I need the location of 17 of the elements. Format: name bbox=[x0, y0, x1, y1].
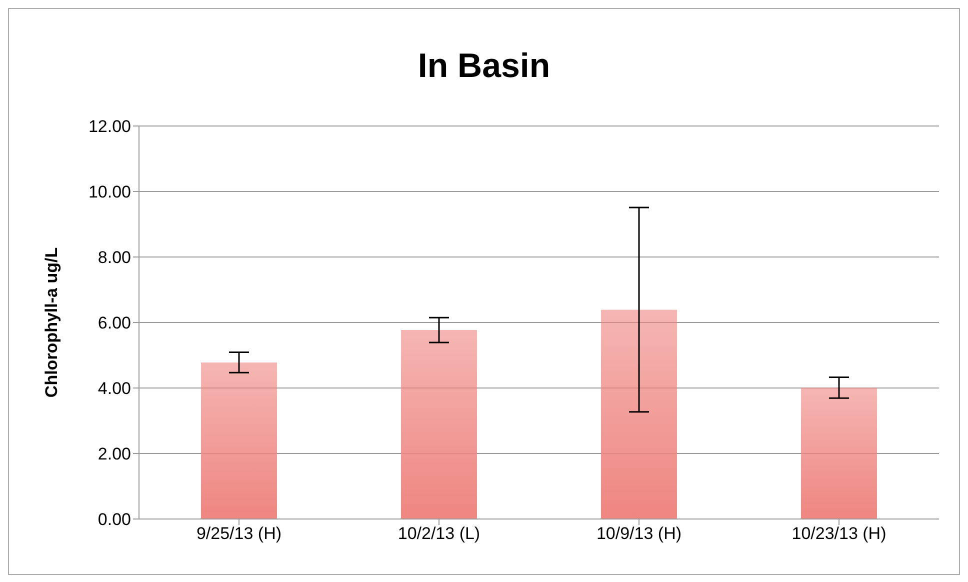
x-tick-label: 10/2/13 (L) bbox=[398, 524, 480, 544]
y-tick-label: 8.00 bbox=[98, 248, 131, 268]
y-axis-title: Chlorophyll-a ug/L bbox=[42, 247, 62, 398]
y-tick-label: 2.00 bbox=[98, 444, 131, 464]
chart-title: In Basin bbox=[416, 47, 552, 86]
x-tick-label: 10/23/13 (H) bbox=[792, 524, 886, 544]
bar bbox=[601, 310, 677, 519]
bar bbox=[201, 362, 277, 519]
y-tick-label: 10.00 bbox=[88, 182, 131, 202]
bar bbox=[801, 388, 877, 519]
x-tick-label: 10/9/13 (H) bbox=[596, 524, 682, 544]
x-tick-label: 9/25/13 (H) bbox=[196, 524, 282, 544]
bar bbox=[401, 330, 477, 519]
y-tick-label: 0.00 bbox=[98, 510, 131, 530]
y-tick-label: 6.00 bbox=[98, 314, 131, 333]
y-tick-label: 12.00 bbox=[88, 117, 131, 136]
y-tick-label: 4.00 bbox=[98, 379, 131, 398]
